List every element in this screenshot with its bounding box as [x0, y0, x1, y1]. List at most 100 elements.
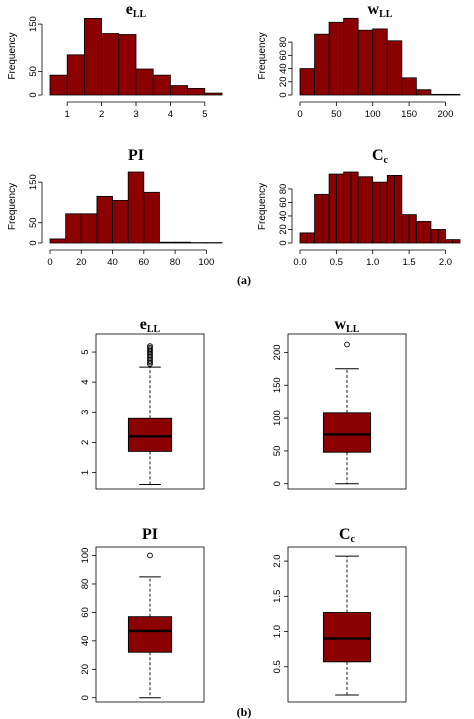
- chart-title-subscript: LL: [147, 324, 161, 335]
- chart-title-subscript: c: [351, 534, 356, 545]
- histogram-bar: [452, 239, 461, 244]
- histogram-bar: [118, 34, 137, 96]
- histogram-bar: [415, 220, 425, 244]
- x-tick-label: 1.0: [366, 257, 379, 268]
- x-tick-label: 2: [99, 109, 104, 120]
- x-tick-label: 0: [47, 257, 52, 268]
- histogram-bar: [187, 87, 206, 96]
- x-tick-label: 20: [76, 257, 87, 268]
- histogram-bar: [394, 175, 403, 244]
- y-tick-label: 20: [278, 76, 289, 87]
- histogram-bar: [204, 92, 223, 96]
- histogram-bar: [84, 18, 103, 96]
- x-tick-label: 2.0: [439, 257, 452, 268]
- y-tick-label: 0: [28, 92, 39, 97]
- y-tick-label: 0: [80, 695, 91, 700]
- histogram-bar: [343, 17, 359, 96]
- histogram-bar: [152, 74, 171, 96]
- histogram-panel: wLL 0 50 100 150 200 0 20 40 60 80 Frequency: [257, 1, 461, 120]
- histogram-bar: [379, 181, 388, 244]
- x-tick-label: 0: [297, 109, 302, 120]
- y-tick-label: 60: [80, 607, 91, 618]
- histogram-bar: [299, 232, 308, 244]
- histogram-bar: [174, 241, 192, 244]
- y-tick-label: 0: [272, 481, 283, 486]
- histogram-bar: [169, 85, 188, 96]
- histogram-bar: [365, 176, 374, 244]
- histogram-bar: [343, 171, 352, 244]
- y-tick-label: 100: [80, 548, 91, 564]
- y-tick-label: 2.0: [272, 554, 283, 567]
- histogram-bar: [423, 220, 432, 244]
- y-tick-label: 50: [28, 217, 39, 228]
- y-tick-label: 60: [278, 50, 289, 61]
- histogram-panel: PI 0 20 40 60 80 100 0 50 150 Frequency: [7, 147, 223, 268]
- boxplot-panel: PI 0 20 40 60 80 100: [80, 526, 205, 703]
- box-iqr: [127, 417, 173, 452]
- y-axis-label: Frequency: [7, 32, 18, 79]
- histogram-bar: [314, 33, 330, 96]
- x-tick-label: 1: [65, 109, 70, 120]
- y-axis-label: Frequency: [257, 32, 268, 79]
- y-tick-label: 20: [80, 664, 91, 675]
- histogram-bar: [328, 21, 345, 96]
- y-tick-label: 80: [278, 37, 289, 48]
- y-tick-label: 1.5: [272, 590, 283, 603]
- x-tick-label: 5: [202, 109, 207, 120]
- y-tick-label: 40: [278, 63, 289, 74]
- y-tick-label: 0: [278, 92, 289, 97]
- histogram-bar: [357, 176, 366, 244]
- histogram-bar: [321, 193, 330, 244]
- histogram-bar: [80, 213, 98, 244]
- x-tick-label: 3: [133, 109, 138, 120]
- y-tick-label: 150: [28, 174, 39, 190]
- outlier-point: [344, 341, 350, 348]
- y-tick-label: 80: [80, 579, 91, 590]
- y-tick-label: 200: [272, 344, 283, 360]
- chart-title: eLL: [126, 1, 147, 20]
- y-tick-label: 1.0: [272, 625, 283, 638]
- y-tick-label: 60: [278, 197, 289, 208]
- histogram-bar: [357, 29, 374, 96]
- chart-title: Cc: [372, 147, 389, 166]
- box-iqr: [322, 612, 372, 663]
- boxplot-panel: wLL 0 50 100 150 200: [272, 316, 407, 490]
- histogram-bar: [127, 171, 145, 244]
- histogram-bar: [159, 241, 176, 244]
- histogram-bar: [408, 214, 417, 244]
- x-tick-label: 150: [401, 109, 417, 120]
- histogram-bar: [437, 229, 446, 244]
- x-tick-label: 4: [168, 109, 173, 120]
- chart-title-subscript: c: [384, 155, 389, 166]
- x-tick-label: 50: [331, 109, 342, 120]
- y-tick-label: 40: [80, 636, 91, 647]
- x-tick-label: 100: [365, 109, 381, 120]
- histogram-bar: [401, 77, 417, 96]
- y-tick-label: 0: [278, 240, 289, 245]
- x-tick-label: 0.5: [330, 257, 343, 268]
- y-tick-label: 150: [272, 377, 283, 393]
- boxplot-panel: eLL 1 2 3 4 5: [80, 316, 205, 490]
- plot-frame: [287, 333, 407, 490]
- y-tick-label: 80: [278, 184, 289, 195]
- y-tick-label: 3: [80, 410, 91, 415]
- x-tick-label: 60: [139, 257, 150, 268]
- histogram-bar: [386, 40, 403, 96]
- x-tick-label: 200: [438, 109, 454, 120]
- x-tick-label: 100: [198, 257, 214, 268]
- histogram-bar: [445, 239, 454, 244]
- histogram-bar: [372, 28, 388, 96]
- chart-title: wLL: [368, 1, 393, 20]
- histogram-bar: [299, 68, 315, 96]
- histogram-bar: [66, 54, 85, 96]
- chart-title: PI: [128, 147, 144, 164]
- histogram-bar: [350, 171, 359, 244]
- y-tick-label: 5: [80, 349, 91, 354]
- histogram-bar: [430, 229, 439, 244]
- outlier-point: [147, 343, 153, 349]
- chart-title-subscript: LL: [379, 9, 393, 20]
- y-tick-label: 0.5: [272, 660, 283, 673]
